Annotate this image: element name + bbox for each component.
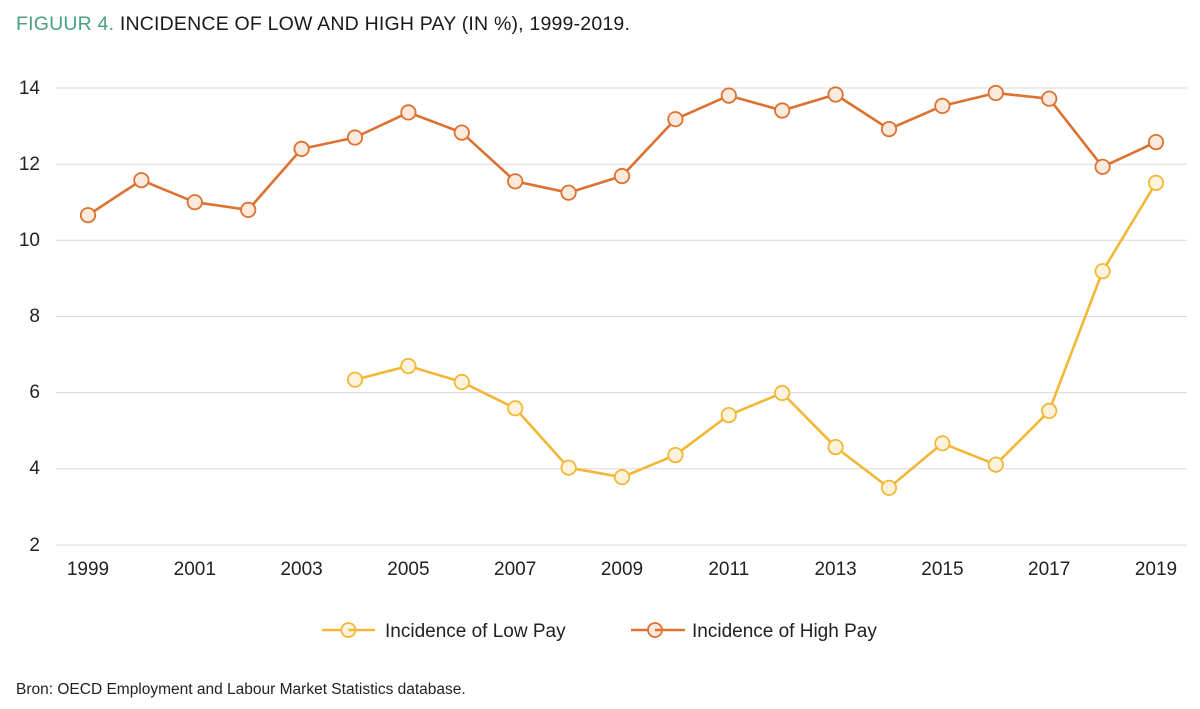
svg-text:2005: 2005	[387, 559, 429, 580]
svg-text:2009: 2009	[601, 559, 643, 580]
svg-text:Incidence of High Pay: Incidence of High Pay	[692, 621, 877, 642]
svg-text:1999: 1999	[67, 559, 109, 580]
svg-text:2019: 2019	[1135, 559, 1177, 580]
svg-text:2007: 2007	[494, 559, 536, 580]
svg-text:2013: 2013	[814, 559, 856, 580]
svg-text:2017: 2017	[1028, 559, 1070, 580]
svg-text:2015: 2015	[921, 559, 963, 580]
svg-text:2011: 2011	[708, 559, 749, 580]
svg-text:8: 8	[29, 306, 40, 327]
svg-text:2001: 2001	[174, 559, 216, 580]
svg-text:2003: 2003	[280, 559, 322, 580]
svg-text:12: 12	[19, 154, 40, 175]
svg-text:Incidence of Low Pay: Incidence of Low Pay	[385, 621, 566, 642]
svg-text:10: 10	[19, 230, 40, 251]
svg-text:2: 2	[29, 535, 40, 556]
svg-text:14: 14	[19, 78, 41, 99]
svg-text:6: 6	[29, 382, 40, 403]
svg-text:4: 4	[29, 458, 40, 479]
